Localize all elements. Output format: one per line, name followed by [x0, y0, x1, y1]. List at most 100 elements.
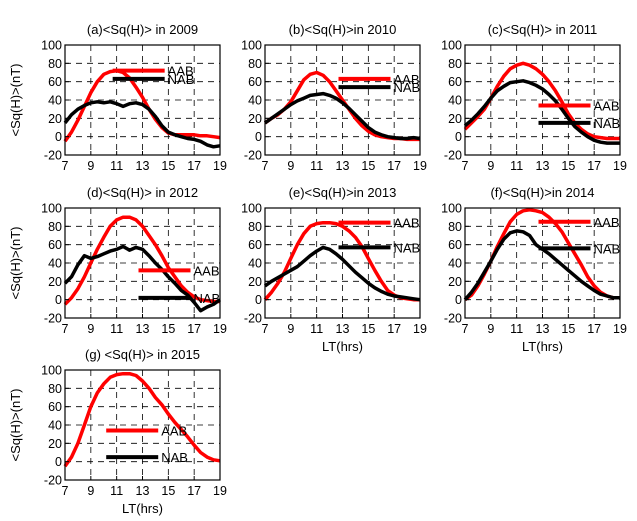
- legend-label-aab: AAB: [394, 216, 420, 231]
- y-tick-label: 0: [55, 455, 62, 469]
- y-tick-label: 20: [48, 437, 62, 451]
- y-tick-label: 40: [248, 94, 262, 108]
- y-tick-label: 100: [41, 39, 62, 53]
- x-tick-label: 11: [110, 322, 123, 336]
- y-tick-label: 100: [441, 39, 462, 53]
- y-tick-label: 20: [448, 275, 462, 289]
- panel-title: (d)<Sq(H)> in 2012: [87, 185, 198, 200]
- x-tick-label: 19: [413, 322, 427, 336]
- panel-6: AAB NAB 7 9 11 13 15 17 19 -20 0 20 40 60 80 100 (f)<Sq(…: [441, 185, 627, 354]
- y-tick-label: 80: [48, 57, 62, 71]
- y-tick-label: 0: [55, 130, 62, 144]
- x-tick-label: 9: [87, 159, 94, 173]
- y-tick-label: 0: [255, 130, 262, 144]
- y-tick-label: -20: [244, 312, 262, 326]
- x-tick-label: 19: [613, 322, 627, 336]
- x-tick-label: 15: [361, 322, 375, 336]
- x-tick-label: 9: [87, 484, 94, 498]
- y-tick-label: 60: [448, 238, 462, 252]
- x-tick-label: 11: [110, 159, 123, 173]
- legend-label-aab: AAB: [594, 215, 620, 230]
- y-tick-label: 60: [48, 75, 62, 89]
- x-axis-label: LT(hrs): [322, 339, 363, 354]
- panel-7: AAB NAB 7 9 11 13 15 17 19 -20 0 20 40 60 80 100 (g) <Sq…: [8, 347, 227, 516]
- series-line-nab: [263, 245, 421, 302]
- y-tick-label: 40: [448, 94, 462, 108]
- series-line-nab: [63, 244, 222, 313]
- y-tick-label: 40: [448, 257, 462, 271]
- x-tick-label: 7: [262, 159, 269, 173]
- y-tick-label: 20: [248, 275, 262, 289]
- y-tick-label: 20: [48, 112, 62, 126]
- legend-label-aab: AAB: [594, 99, 620, 114]
- x-tick-label: 7: [62, 322, 69, 336]
- panel-title: (e)<Sq(H)>in 2013: [289, 185, 397, 200]
- y-axis-label: <Sq(H)>(nT): [8, 389, 23, 462]
- x-tick-label: 7: [62, 484, 69, 498]
- x-tick-label: 17: [387, 159, 401, 173]
- x-tick-label: 13: [536, 322, 550, 336]
- x-tick-label: 7: [462, 159, 469, 173]
- legend-label-nab: NAB: [161, 450, 188, 465]
- panel-3: AAB NAB 7 9 11 13 15 17 19 -20 0 20 40 60 80 100 (c)<Sq(…: [441, 22, 627, 173]
- y-tick-label: 80: [448, 220, 462, 234]
- legend-label-nab: NAB: [194, 291, 221, 306]
- x-tick-label: 17: [587, 322, 601, 336]
- y-tick-label: 40: [48, 94, 62, 108]
- legend-label-nab: NAB: [594, 241, 621, 256]
- series-line-aab: [63, 371, 221, 468]
- legend-label-nab: NAB: [594, 116, 621, 131]
- series-line-nab: [463, 79, 620, 145]
- series-line-aab: [63, 215, 220, 306]
- x-tick-label: 17: [187, 159, 201, 173]
- x-tick-label: 15: [561, 159, 575, 173]
- y-tick-label: 100: [41, 202, 62, 216]
- legend-label-nab: NAB: [394, 80, 421, 95]
- y-tick-label: -20: [244, 149, 262, 163]
- panel-title: (b)<Sq(H)>in 2010: [289, 22, 397, 37]
- y-tick-label: 100: [41, 364, 62, 378]
- series-line-nab: [63, 100, 221, 149]
- y-tick-label: 60: [248, 75, 262, 89]
- y-tick-label: 20: [448, 112, 462, 126]
- y-tick-label: 100: [241, 202, 262, 216]
- x-tick-label: 11: [310, 322, 323, 336]
- y-tick-label: 20: [48, 275, 62, 289]
- y-tick-label: -20: [444, 312, 462, 326]
- legend-label-aab: AAB: [161, 424, 187, 439]
- x-tick-label: 9: [487, 322, 494, 336]
- y-tick-label: 20: [248, 112, 262, 126]
- x-tick-label: 11: [310, 159, 323, 173]
- x-tick-label: 9: [287, 159, 294, 173]
- y-tick-label: 80: [248, 220, 262, 234]
- x-tick-label: 17: [587, 159, 601, 173]
- x-tick-label: 11: [510, 159, 523, 173]
- y-tick-label: 40: [48, 257, 62, 271]
- y-tick-label: 60: [248, 238, 262, 252]
- x-tick-label: 11: [510, 322, 523, 336]
- y-tick-label: 60: [48, 238, 62, 252]
- x-tick-label: 19: [613, 159, 627, 173]
- legend-label-nab: NAB: [394, 240, 421, 255]
- y-tick-label: 80: [48, 382, 62, 396]
- x-tick-label: 17: [387, 322, 401, 336]
- x-tick-label: 17: [187, 484, 201, 498]
- panel-title: (g) <Sq(H)> in 2015: [85, 347, 200, 362]
- y-tick-label: -20: [44, 474, 62, 488]
- y-tick-label: 80: [48, 220, 62, 234]
- panel-title: (a)<Sq(H)> in 2009: [87, 22, 198, 37]
- x-tick-label: 9: [87, 322, 94, 336]
- x-axis-label: LT(hrs): [122, 501, 163, 516]
- x-tick-label: 19: [213, 322, 227, 336]
- y-tick-label: 0: [255, 293, 262, 307]
- y-tick-label: 60: [48, 400, 62, 414]
- y-tick-label: 100: [441, 202, 462, 216]
- x-tick-label: 13: [536, 159, 550, 173]
- x-tick-label: 15: [161, 484, 175, 498]
- y-tick-label: 80: [248, 57, 262, 71]
- x-tick-label: 13: [136, 159, 150, 173]
- x-tick-label: 13: [336, 322, 350, 336]
- x-tick-label: 19: [413, 159, 427, 173]
